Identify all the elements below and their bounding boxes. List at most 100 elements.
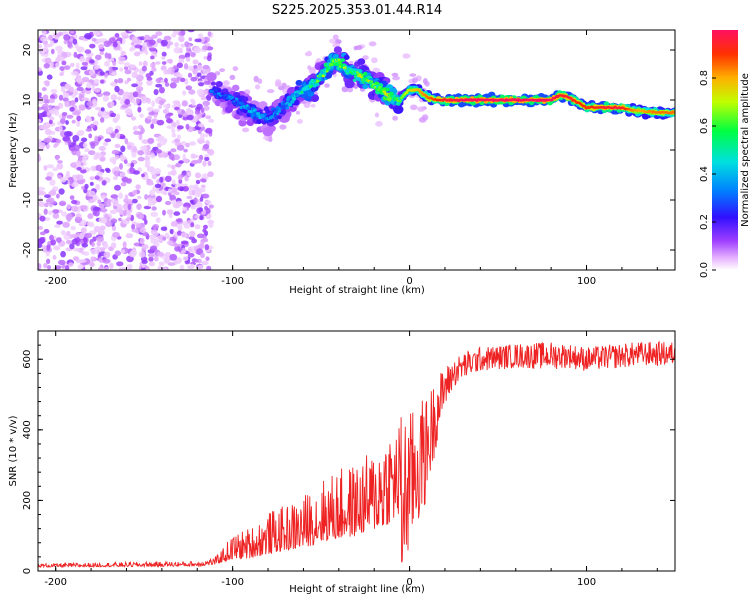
spectrogram-cell [309, 84, 314, 88]
spectrogram-cell [136, 223, 142, 229]
spectrogram-cell [201, 173, 209, 180]
spectrogram-cell [70, 99, 76, 107]
snr-y-tick-label: 0 [22, 568, 33, 574]
spectrogram-cell [186, 195, 193, 200]
spectrogram-cell [99, 225, 106, 231]
spectrogram-cell [188, 141, 197, 146]
spectrogram-cell [324, 71, 327, 74]
spectrogram-cell [54, 224, 61, 228]
spectrogram-cell [79, 56, 85, 63]
spectrogram-cell [145, 73, 152, 79]
spectrogram-cell [402, 53, 411, 59]
spectrogram-cell [43, 137, 52, 143]
spectrogram-cell [333, 54, 339, 59]
spectrogram-cell [87, 222, 91, 226]
spectrogram-cell [81, 242, 88, 248]
spectrogram-cell [155, 195, 163, 203]
spectrogram-cell [421, 114, 429, 121]
spectrogram-cell [131, 71, 138, 79]
spectrogram-cell [45, 176, 52, 181]
spectrogram-cell [89, 43, 96, 49]
spectrogram-cell [141, 244, 149, 250]
spectrogram-cell [100, 195, 106, 200]
spectrogram-cell [173, 243, 179, 248]
spectrogram-cell [50, 48, 55, 55]
spectrogram-cell [203, 105, 210, 111]
spectrogram-cell [115, 155, 120, 160]
spectrogram-cell [44, 80, 50, 87]
spectrogram-cell [89, 69, 95, 76]
spectrogram-cell [60, 230, 66, 236]
spectrogram-cell [62, 92, 70, 98]
spectrogram-cell [93, 30, 101, 36]
spectrogram-cell [314, 81, 317, 84]
spectrogram-cell [152, 231, 159, 237]
spectrogram-cell [189, 222, 195, 228]
spectrogram-cell [109, 262, 114, 270]
spectrogram-cell [44, 128, 52, 136]
spectrogram-cell [85, 128, 93, 132]
spectrogram-cell [48, 98, 55, 104]
spectrogram-cell [300, 90, 304, 94]
spectrogram-cell [193, 197, 198, 204]
spectrogram-cell [188, 37, 193, 42]
spectrogram-cell [129, 166, 134, 172]
spectrogram-cell [56, 220, 63, 225]
spectrogram-cell [173, 47, 182, 54]
spectrogram-cell [91, 242, 95, 248]
spectrogram-cell [344, 79, 355, 89]
spectrogram-cell [138, 214, 144, 220]
spectrogram-cell [201, 186, 206, 193]
spectrogram-cell [57, 160, 63, 164]
spectrogram-cell [38, 154, 41, 162]
spectrogram-cell [357, 58, 366, 65]
spectrogram-cell [139, 237, 145, 245]
spectrogram-cell [117, 96, 122, 101]
spectrogram-cell [182, 90, 187, 96]
spectrogram-cell [194, 110, 201, 115]
spectrogram-cell [133, 125, 139, 130]
spectrogram-cell [207, 171, 214, 178]
spectrogram-cell [204, 205, 209, 211]
spectrogram-cell [66, 114, 74, 119]
spectrogram-cell [52, 255, 57, 260]
spectrogram-cell [72, 110, 81, 116]
spectrogram-cell [158, 239, 164, 243]
spectrogram-cell [333, 46, 342, 54]
spectrogram-cell [117, 78, 124, 84]
chart-title: S225.2025.353.01.44.R14 [272, 3, 442, 18]
spectrogram-cell [38, 201, 46, 207]
spectrogram-cell [405, 91, 409, 94]
spectrogram-cell [41, 87, 47, 92]
spectrogram-cell [92, 236, 97, 242]
spectrogram-cell [131, 224, 136, 230]
spectrogram-cell [109, 66, 113, 74]
spectrogram-cell [67, 41, 73, 48]
spectrogram-cell [101, 217, 108, 224]
spectrogram-cell [125, 233, 134, 239]
spectrogram-cell [83, 251, 90, 256]
spectrogram-cell [111, 72, 118, 76]
spectrogram-cell [196, 72, 202, 77]
spectrogram-cell [385, 87, 390, 92]
spectrogram-cell [208, 149, 215, 156]
spectrogram-cell [126, 112, 133, 116]
colorbar-tick-label: 0.8 [699, 70, 710, 86]
spectrogram-cell [156, 119, 165, 126]
spectrogram-cell [131, 151, 137, 158]
spectrogram-cell [39, 231, 46, 236]
spectrogram-cell [94, 106, 101, 111]
spectrogram-cell [250, 110, 253, 113]
spectrogram-cell [69, 195, 75, 201]
spectrogram-cell [188, 184, 195, 190]
spectrogram-cell [231, 84, 240, 92]
spectrogram-cell [134, 39, 143, 44]
spectrogram-cell [202, 228, 207, 233]
colorbar-label: Normalized spectral amplitude [740, 73, 750, 227]
spectrogram-cell [96, 38, 104, 43]
snr-x-label: Height of straight line (km) [289, 584, 425, 595]
spectrogram-cell [179, 77, 186, 83]
spectrogram-cell [277, 109, 282, 113]
spectrogram-cell [166, 43, 170, 49]
spectrogram-cell [76, 46, 85, 53]
